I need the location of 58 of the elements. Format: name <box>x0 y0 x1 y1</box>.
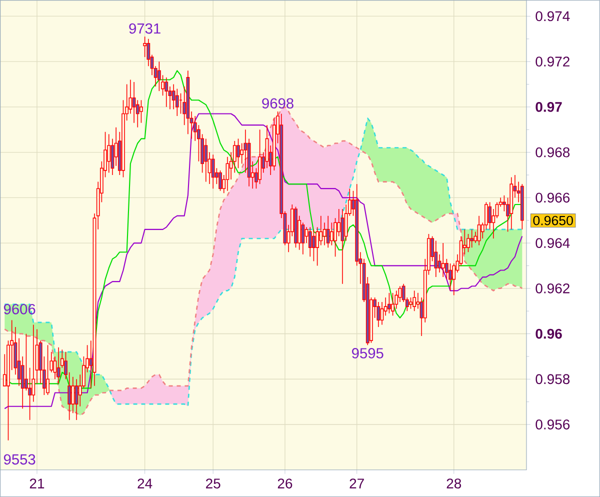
candlestick <box>226 156 230 192</box>
candlestick <box>340 208 344 284</box>
candlestick <box>143 36 147 58</box>
candlestick <box>391 292 394 316</box>
y-tick-label: 0.962 <box>536 283 570 294</box>
candlestick <box>132 82 136 124</box>
candlestick <box>387 292 391 314</box>
x-tick-label: 26 <box>278 478 292 488</box>
candlestick <box>448 263 452 292</box>
annotation: 9606 <box>4 304 36 314</box>
candlestick <box>164 77 168 108</box>
candlestick <box>244 129 248 174</box>
candlestick <box>140 100 143 124</box>
candlestick <box>74 378 78 420</box>
candlestick <box>218 170 222 192</box>
candlestick <box>301 222 305 255</box>
annotation: 9595 <box>352 348 384 358</box>
candlestick <box>412 290 416 312</box>
candlestick <box>211 154 215 189</box>
candlestick <box>330 222 334 246</box>
candlestick <box>434 240 438 278</box>
candlestick <box>175 88 179 116</box>
x-tick-label: 24 <box>138 478 152 488</box>
candlestick <box>470 228 474 248</box>
text: 0.9650 <box>533 216 573 226</box>
candlestick <box>308 226 312 257</box>
annotation: 9553 <box>4 454 36 465</box>
x-tick-label: 27 <box>350 478 364 488</box>
candlestick <box>466 234 470 252</box>
candlestick <box>337 208 341 237</box>
y-tick-label: 0.974 <box>536 11 570 22</box>
x-tick-label: 21 <box>30 478 44 488</box>
candlestick <box>326 215 330 248</box>
candlestick <box>312 228 316 262</box>
x-tick-label: 28 <box>446 478 462 488</box>
candlestick <box>71 376 75 414</box>
y-tick-label: 0.958 <box>536 374 570 384</box>
candlestick <box>107 134 111 174</box>
y-tick-label: 0.972 <box>536 56 570 66</box>
candlestick <box>157 61 161 92</box>
candlestick <box>409 297 412 310</box>
x-tick-label: 25 <box>206 478 220 488</box>
y-tick-label: 0.966 <box>536 192 570 203</box>
candlestick <box>441 242 445 278</box>
candlestick <box>258 129 262 184</box>
candlestick <box>56 346 60 384</box>
candlestick <box>236 138 240 169</box>
y-tick-label: 0.96 <box>536 328 562 339</box>
candlestick <box>376 302 380 328</box>
y-tick-label: 0.97 <box>536 102 562 112</box>
candlestick <box>46 344 50 396</box>
annotation: 9731 <box>129 23 160 34</box>
candlestick <box>204 138 208 182</box>
y-tick-label: 0.968 <box>536 147 570 158</box>
annotation: 9698 <box>262 98 294 108</box>
candlestick <box>319 215 323 246</box>
y-tick-label: 0.956 <box>536 420 570 430</box>
y-tick-label: 0.964 <box>536 238 570 248</box>
